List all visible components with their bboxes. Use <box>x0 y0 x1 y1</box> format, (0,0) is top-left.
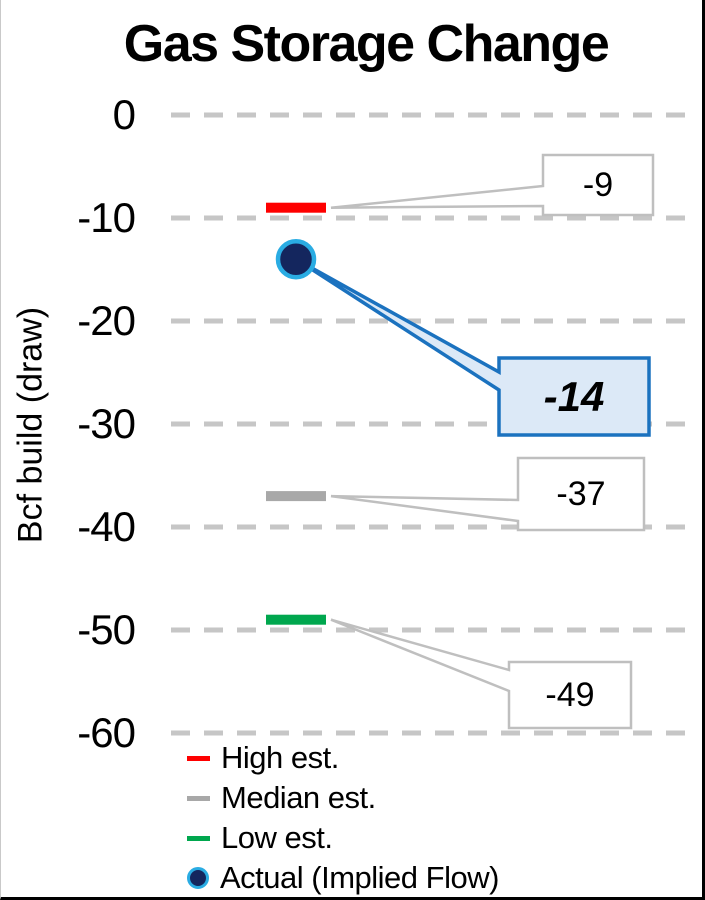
y-tick-label: -20 <box>77 297 136 344</box>
legend-dash-icon <box>187 795 210 801</box>
callout-value: -49 <box>545 676 595 714</box>
callout-value: -9 <box>582 166 614 204</box>
y-tick-label: -10 <box>77 194 136 241</box>
callout-value: -37 <box>556 475 606 513</box>
callout-highlight <box>295 257 651 437</box>
callout-box <box>330 618 633 730</box>
legend-item: High est. <box>187 738 339 778</box>
legend-item: Low est. <box>187 818 333 858</box>
y-tick-label: -40 <box>77 503 136 550</box>
legend-label: High est. <box>221 740 339 775</box>
callout-value: -14 <box>543 373 605 420</box>
data-mark-circle <box>275 238 317 280</box>
data-mark-dash <box>266 614 326 625</box>
callout-box <box>330 456 646 532</box>
y-tick-label: -30 <box>77 400 136 447</box>
data-mark-dash <box>266 491 326 502</box>
legend-item: Median est. <box>187 778 376 818</box>
legend-item: Actual (Implied Flow) <box>187 858 499 897</box>
data-mark-dash <box>266 202 326 213</box>
legend-dash-icon <box>187 755 210 761</box>
callout-box <box>330 153 655 217</box>
legend-dash-icon <box>187 835 210 841</box>
legend-circle-icon <box>187 867 209 889</box>
y-tick-label: -60 <box>77 709 136 756</box>
y-tick-label: 0 <box>112 91 136 138</box>
legend-label: Low est. <box>221 820 333 855</box>
legend-label: Actual (Implied Flow) <box>220 860 499 895</box>
legend-label: Median est. <box>221 780 376 815</box>
chart-title: Gas Storage Change <box>123 15 610 73</box>
y-tick-label: -50 <box>77 606 136 653</box>
